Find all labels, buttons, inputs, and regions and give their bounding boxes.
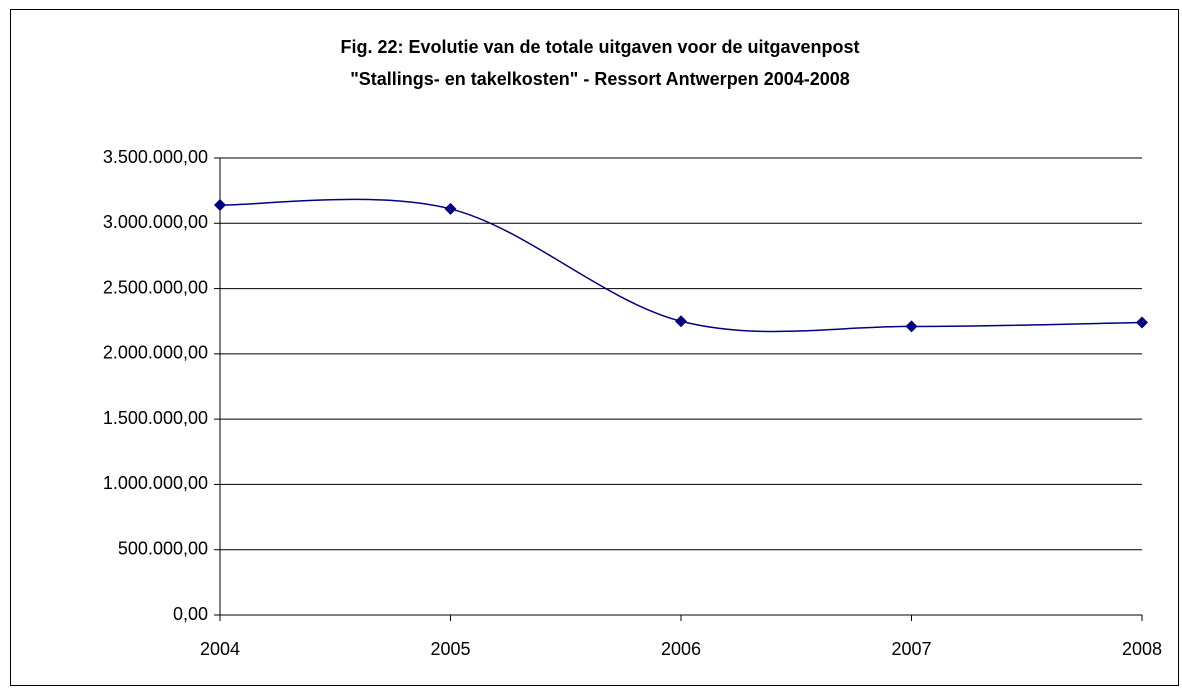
chart-frame [10, 9, 1179, 686]
y-tick-label: 1.000.000,00 [103, 473, 208, 493]
chart-title: "Stallings- en takelkosten" - Ressort An… [350, 69, 850, 89]
y-tick-label: 1.500.000,00 [103, 408, 208, 428]
y-tick-label: 2.000.000,00 [103, 343, 208, 363]
marker [905, 320, 918, 333]
marker [675, 315, 687, 328]
x-tick-label: 2007 [891, 639, 931, 659]
y-tick-label: 500.000,00 [118, 538, 208, 558]
marker [1136, 316, 1148, 329]
y-tick-label: 3.500.000,00 [103, 147, 208, 167]
y-tick-label: 2.500.000,00 [103, 277, 208, 297]
y-tick-label: 3.000.000,00 [103, 212, 208, 232]
marker [444, 202, 457, 215]
x-tick-label: 2006 [661, 639, 701, 659]
chart-title: Fig. 22: Evolutie van de totale uitgaven… [340, 37, 859, 57]
x-tick-label: 2004 [200, 639, 240, 659]
y-tick-label: 0,00 [173, 604, 208, 624]
marker [214, 199, 226, 212]
x-tick-label: 2005 [430, 639, 470, 659]
x-tick-label: 2008 [1122, 639, 1162, 659]
